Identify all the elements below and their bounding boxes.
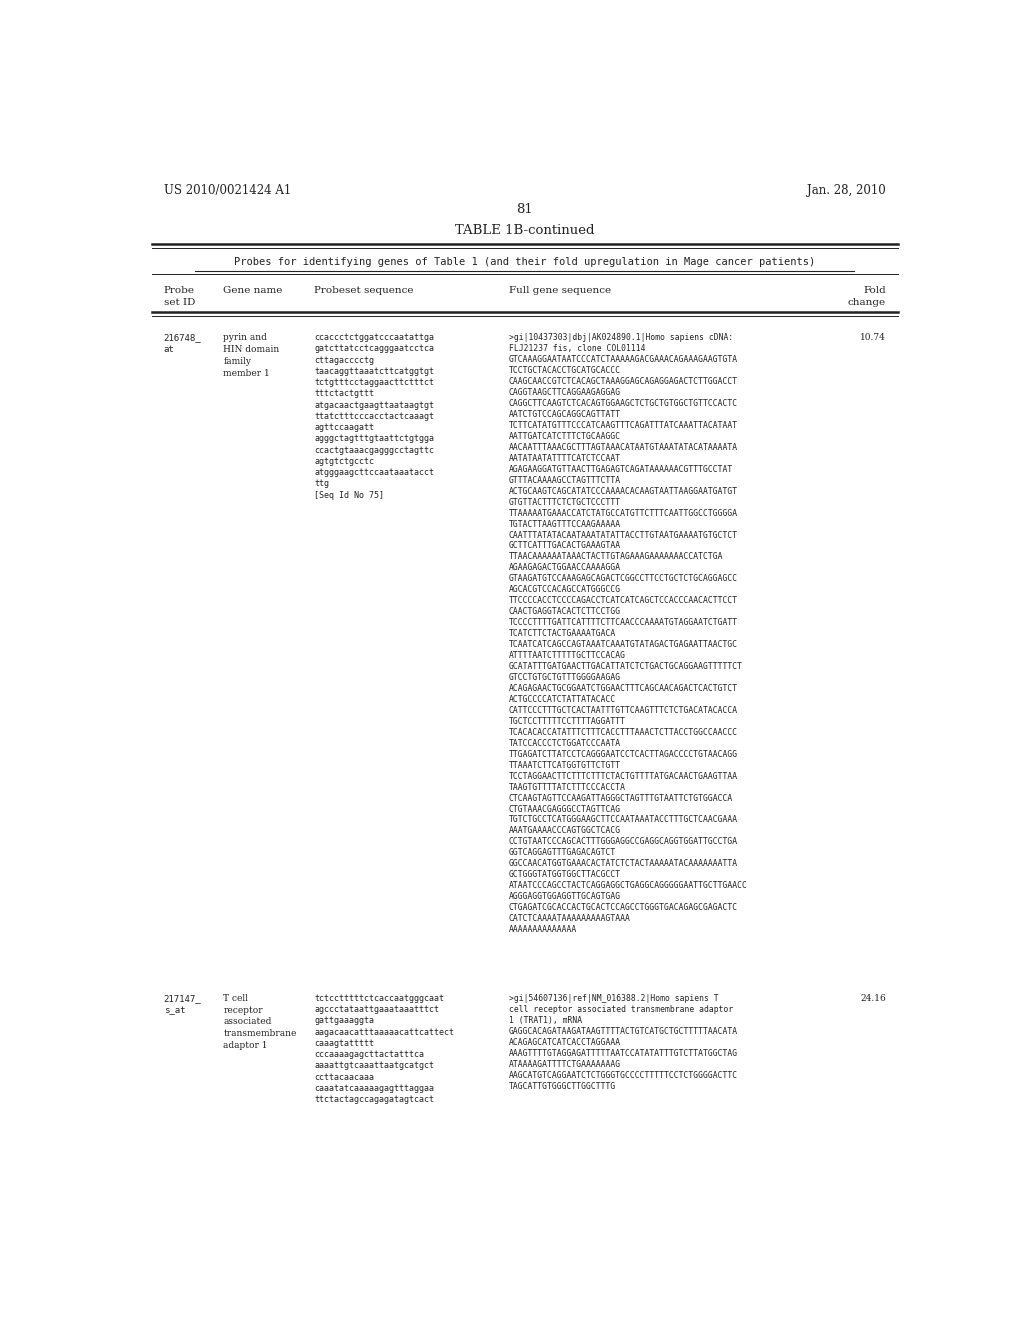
Text: Probe
set ID: Probe set ID: [164, 286, 196, 306]
Text: >gi|10437303|dbj|AK024890.1|Homo sapiens cDNA:
FLJ21237 fis, clone COL01114
GTCA: >gi|10437303|dbj|AK024890.1|Homo sapiens…: [509, 333, 748, 935]
Text: 216748_
at: 216748_ at: [164, 333, 202, 354]
Text: Jan. 28, 2010: Jan. 28, 2010: [807, 183, 886, 197]
Text: 10.74: 10.74: [860, 333, 886, 342]
Text: Gene name: Gene name: [223, 286, 283, 296]
Text: Probes for identifying genes of Table 1 (and their fold upregulation in Mage can: Probes for identifying genes of Table 1 …: [234, 257, 815, 267]
Text: >gi|54607136|ref|NM_016388.2|Homo sapiens T
cell receptor associated transmembra: >gi|54607136|ref|NM_016388.2|Homo sapien…: [509, 994, 738, 1090]
Text: tctcctttttctcaccaatgggcaat
agccctataattgaaataaatttct
gattgaaaggta
aagacaacatttaa: tctcctttttctcaccaatgggcaat agccctataattg…: [314, 994, 455, 1104]
Text: Probeset sequence: Probeset sequence: [314, 286, 414, 296]
Text: US 2010/0021424 A1: US 2010/0021424 A1: [164, 183, 291, 197]
Text: 81: 81: [516, 203, 534, 216]
Text: 217147_
s_at: 217147_ s_at: [164, 994, 202, 1015]
Text: pyrin and
HIN domain
family
member 1: pyrin and HIN domain family member 1: [223, 333, 280, 378]
Text: 24.16: 24.16: [860, 994, 886, 1003]
Text: Fold
change: Fold change: [848, 286, 886, 306]
Text: TABLE 1B-continued: TABLE 1B-continued: [455, 224, 595, 238]
Text: T cell
receptor
associated
transmembrane
adaptor 1: T cell receptor associated transmembrane…: [223, 994, 297, 1051]
Text: ccaccctctggatcccaatattga
gatcttatcctcagggaatcctca
cttagacccctg
taacaggttaaatcttc: ccaccctctggatcccaatattga gatcttatcctcagg…: [314, 333, 434, 499]
Text: Full gene sequence: Full gene sequence: [509, 286, 611, 296]
